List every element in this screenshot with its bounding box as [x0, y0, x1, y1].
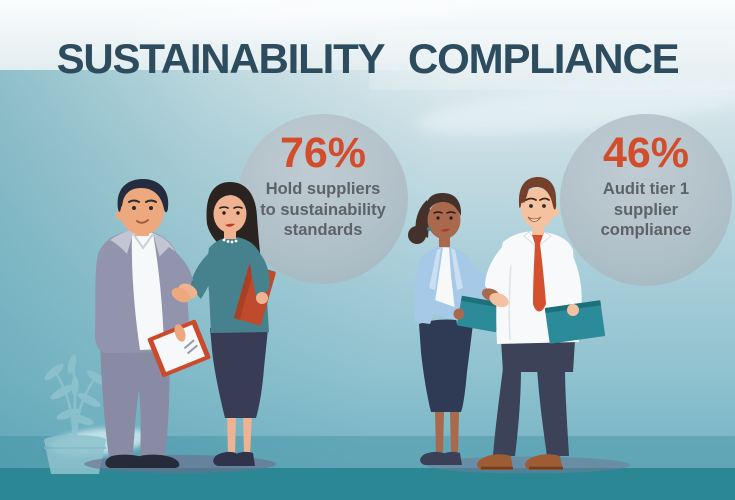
stat-value: 46% — [602, 129, 690, 177]
stat-bubble-audit: 46% Audit tier 1 supplier compliance — [560, 114, 732, 286]
stat-bubble-suppliers: 76% Hold suppliers to sustainability sta… — [238, 114, 408, 284]
stat-label-line: Hold suppliers — [265, 180, 381, 199]
stat-label-line: standards — [283, 221, 363, 240]
orange-tie — [532, 235, 546, 312]
handshake-hands — [171, 283, 198, 303]
stat-label-line: to sustainability — [260, 200, 386, 219]
stat-label: Hold suppliers to sustainability standar… — [238, 179, 408, 241]
earring — [427, 227, 431, 231]
clipboard — [147, 319, 211, 377]
illustration-right-handshake — [408, 177, 630, 474]
businesswoman-teal-top — [190, 182, 276, 466]
illustration-left-handshake — [84, 179, 276, 473]
businessman-gray-suit — [94, 179, 211, 468]
potted-plant-silhouette — [44, 354, 108, 474]
stat-label-line: supplier — [613, 200, 679, 219]
businessman-orange-tie — [477, 177, 606, 470]
footer-band — [0, 468, 735, 500]
handshake-hands — [481, 288, 509, 308]
stat-label-line: compliance — [600, 221, 692, 240]
stat-label-line: Audit tier 1 — [602, 180, 690, 199]
teal-folder — [456, 295, 502, 333]
stat-value: 76% — [279, 129, 367, 177]
infographic-title: SUSTAINABILITY COMPLIANCE — [56, 35, 680, 82]
businesswoman-blue-blazer — [408, 193, 502, 465]
stat-label: Audit tier 1 supplier compliance — [560, 179, 732, 241]
